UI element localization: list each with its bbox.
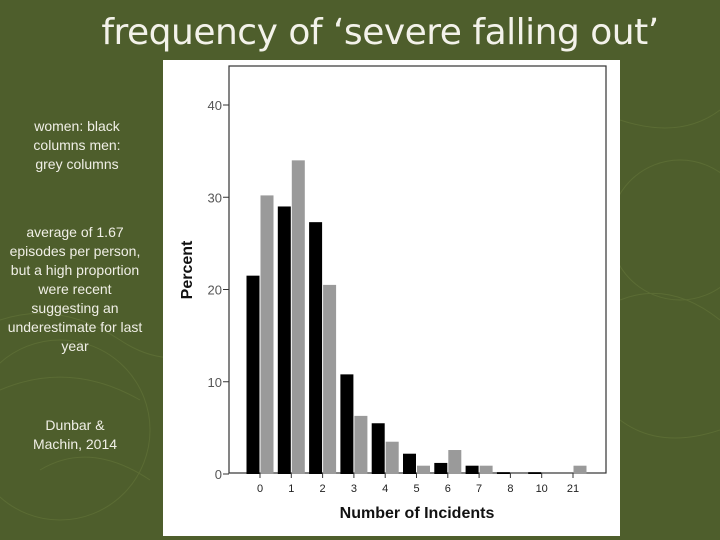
x-tick-label: 1 (288, 483, 294, 495)
x-tick-label: 2 (320, 483, 326, 495)
chart-panel: 0 10 20 30 40 0 1 2 3 4 5 6 7 8 10 21 Percent Number o… (163, 60, 620, 536)
x-tick-label: 5 (413, 483, 419, 495)
y-tick-label: 20 (208, 283, 222, 298)
legend-note: women: black columns men: grey columns (33, 118, 121, 172)
y-tick-label: 40 (208, 98, 222, 113)
men-bar (417, 465, 430, 474)
men-bar (354, 415, 368, 474)
x-tick-label: 10 (536, 483, 548, 495)
men-bar (385, 441, 399, 474)
women-bar (434, 462, 448, 474)
x-tick-label: 6 (445, 483, 451, 495)
women-bar (465, 465, 479, 474)
women-bar (309, 222, 323, 474)
men-bar (479, 465, 493, 474)
x-axis: 0 1 2 3 4 5 6 7 8 10 21 (257, 473, 579, 495)
x-tick-label: 4 (382, 483, 388, 495)
women-bar (340, 374, 354, 474)
x-tick-label: 8 (507, 483, 513, 495)
x-tick-label: 3 (351, 483, 357, 495)
x-tick-label: 0 (257, 483, 263, 495)
bar-chart: 0 10 20 30 40 0 1 2 3 4 5 6 7 8 10 21 Percent Number o… (179, 65, 607, 522)
average-note: average of 1.67 episodes per person, but… (7, 224, 143, 354)
women-bar (403, 453, 416, 474)
men-bar (291, 160, 305, 474)
women-bar (528, 472, 542, 474)
citation: Dunbar & Machin, 2014 (32, 417, 118, 452)
women-bar (496, 472, 510, 474)
y-tick-label: 0 (215, 467, 222, 482)
bars (246, 160, 587, 474)
women-bar (277, 206, 291, 474)
y-axis: 0 10 20 30 40 (208, 98, 229, 482)
men-bar (448, 450, 462, 474)
x-tick-label: 7 (476, 483, 482, 495)
y-axis-label: Percent (179, 240, 196, 299)
x-tick-label: 21 (567, 483, 579, 495)
y-tick-label: 10 (208, 375, 222, 390)
men-bar (573, 465, 587, 474)
y-tick-label: 30 (208, 190, 222, 205)
women-bar (246, 275, 260, 474)
men-bar (323, 284, 337, 474)
men-bar (260, 195, 274, 474)
x-axis-label: Number of Incidents (340, 505, 495, 522)
slide-title: frequency of ‘severe falling out’ (101, 12, 659, 53)
women-bar (371, 423, 385, 474)
